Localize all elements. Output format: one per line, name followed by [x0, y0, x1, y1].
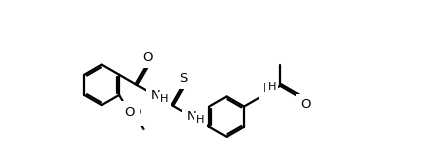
Text: N: N	[151, 89, 161, 102]
Text: H: H	[160, 94, 168, 104]
Text: N: N	[263, 82, 272, 95]
Text: methyl: methyl	[146, 123, 151, 124]
Text: H: H	[267, 81, 276, 92]
Text: O: O	[142, 51, 153, 64]
Text: methyl_end: methyl_end	[137, 128, 146, 130]
Text: N: N	[187, 110, 197, 123]
Text: O: O	[130, 106, 141, 119]
Text: O: O	[300, 98, 311, 111]
Text: H: H	[196, 115, 204, 125]
Text: S: S	[179, 72, 188, 85]
Text: O: O	[124, 106, 135, 119]
